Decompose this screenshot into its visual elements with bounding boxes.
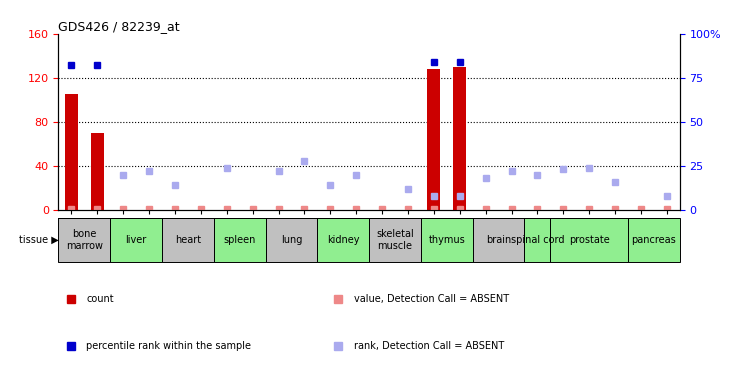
Text: spleen: spleen <box>224 235 256 245</box>
Text: spinal cord: spinal cord <box>511 235 564 245</box>
Text: tissue ▶: tissue ▶ <box>19 235 58 245</box>
Bar <box>91 133 104 210</box>
Text: brain: brain <box>486 235 511 245</box>
Text: heart: heart <box>175 235 201 245</box>
Bar <box>550 218 628 262</box>
Text: thymus: thymus <box>428 235 465 245</box>
Text: bone
marrow: bone marrow <box>66 229 103 251</box>
Bar <box>65 94 78 210</box>
Text: value, Detection Call = ABSENT: value, Detection Call = ABSENT <box>354 294 509 304</box>
Text: percentile rank within the sample: percentile rank within the sample <box>86 340 251 351</box>
Text: lung: lung <box>281 235 302 245</box>
Text: rank, Detection Call = ABSENT: rank, Detection Call = ABSENT <box>354 340 504 351</box>
Text: kidney: kidney <box>327 235 360 245</box>
Text: count: count <box>86 294 114 304</box>
Bar <box>453 67 466 210</box>
Text: skeletal
muscle: skeletal muscle <box>376 229 414 251</box>
Text: liver: liver <box>126 235 147 245</box>
Text: prostate: prostate <box>569 235 610 245</box>
Text: GDS426 / 82239_at: GDS426 / 82239_at <box>58 20 180 33</box>
Text: pancreas: pancreas <box>632 235 676 245</box>
Bar <box>369 218 421 262</box>
Bar <box>473 218 525 262</box>
Bar <box>110 218 162 262</box>
Bar <box>628 218 680 262</box>
Bar <box>58 218 110 262</box>
Bar <box>265 218 317 262</box>
Bar <box>317 218 369 262</box>
Bar <box>525 218 550 262</box>
Bar <box>421 218 473 262</box>
Bar <box>428 69 440 210</box>
Bar <box>213 218 265 262</box>
Bar <box>162 218 213 262</box>
